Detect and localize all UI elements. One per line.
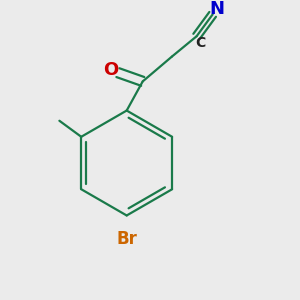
Text: C: C bbox=[195, 36, 205, 50]
Text: Br: Br bbox=[116, 230, 137, 248]
Text: O: O bbox=[103, 61, 118, 79]
Text: N: N bbox=[210, 0, 225, 18]
